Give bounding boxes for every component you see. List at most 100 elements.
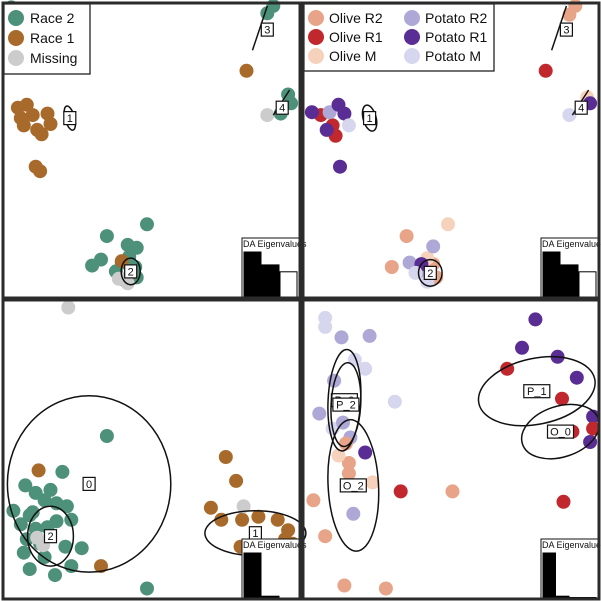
data-point [58,539,73,554]
data-point [441,217,455,232]
data-point [445,484,460,499]
data-point [312,406,327,421]
cluster-label: O_0 [550,427,571,439]
cluster-label: 2 [128,266,134,278]
data-point [341,466,356,481]
data-point [19,97,34,112]
panel-bottom-left: 0 2 1DA Eigenvalues [1,298,307,601]
cluster-label-box [423,265,437,280]
cluster-label-box [339,478,367,493]
cluster-label-box [63,110,77,126]
data-point [337,578,352,593]
data-point [555,391,569,406]
eigenvalue-inset-title: DA Eigenvalues [542,540,601,550]
eigenvalue-bar [560,264,579,299]
data-point [319,122,334,137]
data-point [569,370,584,385]
eigenvalue-bar [542,251,561,299]
cluster-ellipse [330,362,362,448]
data-point [341,118,356,133]
legend-marker [308,10,324,26]
legend-label: Missing [30,50,77,66]
cluster-ellipse [327,418,380,552]
data-point [140,217,154,232]
data-point [402,255,417,270]
data-point [34,127,49,142]
data-point [399,229,414,244]
data-point [43,117,58,131]
cluster-label: P_1 [527,386,547,398]
data-point [333,159,347,174]
eigenvalue-inset: DA Eigenvalues [241,538,307,600]
data-point [229,473,244,488]
legend-label: Potato R1 [425,29,487,45]
legend-label: Potato M [425,48,481,64]
data-point [55,464,70,479]
legend-label: Race 1 [30,30,75,46]
cluster-label: 2 [427,268,433,280]
data-point [85,258,100,273]
panel-bottom-right: P_0P_2O_2P_1O_0DA Eigenvalues [301,298,601,601]
eigenvalue-inset-title: DA Eigenvalues [243,540,307,550]
legend-marker [8,10,24,26]
data-point [25,505,40,520]
data-point [48,568,62,583]
data-point [358,445,373,460]
eigenvalue-bar [542,552,556,600]
data-point [61,300,76,315]
cluster-label: O_2 [343,480,364,492]
data-point [18,478,33,493]
cluster-label-box [332,397,360,412]
data-point [49,514,64,529]
eigenvalue-inset-title: DA Eigenvalues [243,239,307,249]
legend-marker [404,10,420,26]
data-point [94,559,108,574]
data-point [74,541,89,556]
cluster-label-box [124,264,138,279]
panel-frame [301,298,601,601]
eigenvalue-bar [578,271,597,299]
legend-marker [404,48,420,64]
data-point [346,506,361,521]
data-point [236,499,251,514]
data-point [203,500,218,515]
legend-box [303,3,495,72]
data-point [99,229,114,244]
legend: Race 2 Race 1 Missing [3,3,91,75]
cluster-ellipse [417,258,443,287]
data-point [33,164,48,179]
cluster-label-box [559,22,574,37]
legend-label: Olive M [329,48,376,64]
cluster-ellipse [120,257,141,286]
eigenvalue-bar [243,552,262,600]
panel-frame [1,298,302,601]
data-point [393,484,408,499]
data-point [556,494,571,509]
eigenvalue-bar [279,271,298,299]
cluster-ellipse [26,505,75,567]
legend: Olive R2 Olive R1 Olive M Potato R2 Potato R… [303,3,495,72]
cluster-label: 3 [563,25,569,37]
data-point [341,456,356,470]
cluster-label: 1 [367,113,373,125]
data-point [378,581,393,596]
eigenvalue-inset: DA Eigenvalues [241,237,307,299]
data-point [16,118,31,133]
legend-marker [8,50,24,66]
eigenvalue-bar [243,251,262,299]
data-point [99,429,114,443]
cluster-axis-line [550,5,568,51]
cluster-label: 3 [264,25,270,37]
data-point [562,7,577,22]
data-point [306,493,321,508]
data-point [239,63,254,78]
cluster-label-box [275,100,289,115]
data-point [528,312,543,327]
cluster-label: 2 [47,531,53,543]
data-point [362,328,377,343]
data-point [337,106,352,121]
data-point [387,394,402,409]
legend-label: Olive R2 [329,10,383,26]
data-point [318,529,333,544]
